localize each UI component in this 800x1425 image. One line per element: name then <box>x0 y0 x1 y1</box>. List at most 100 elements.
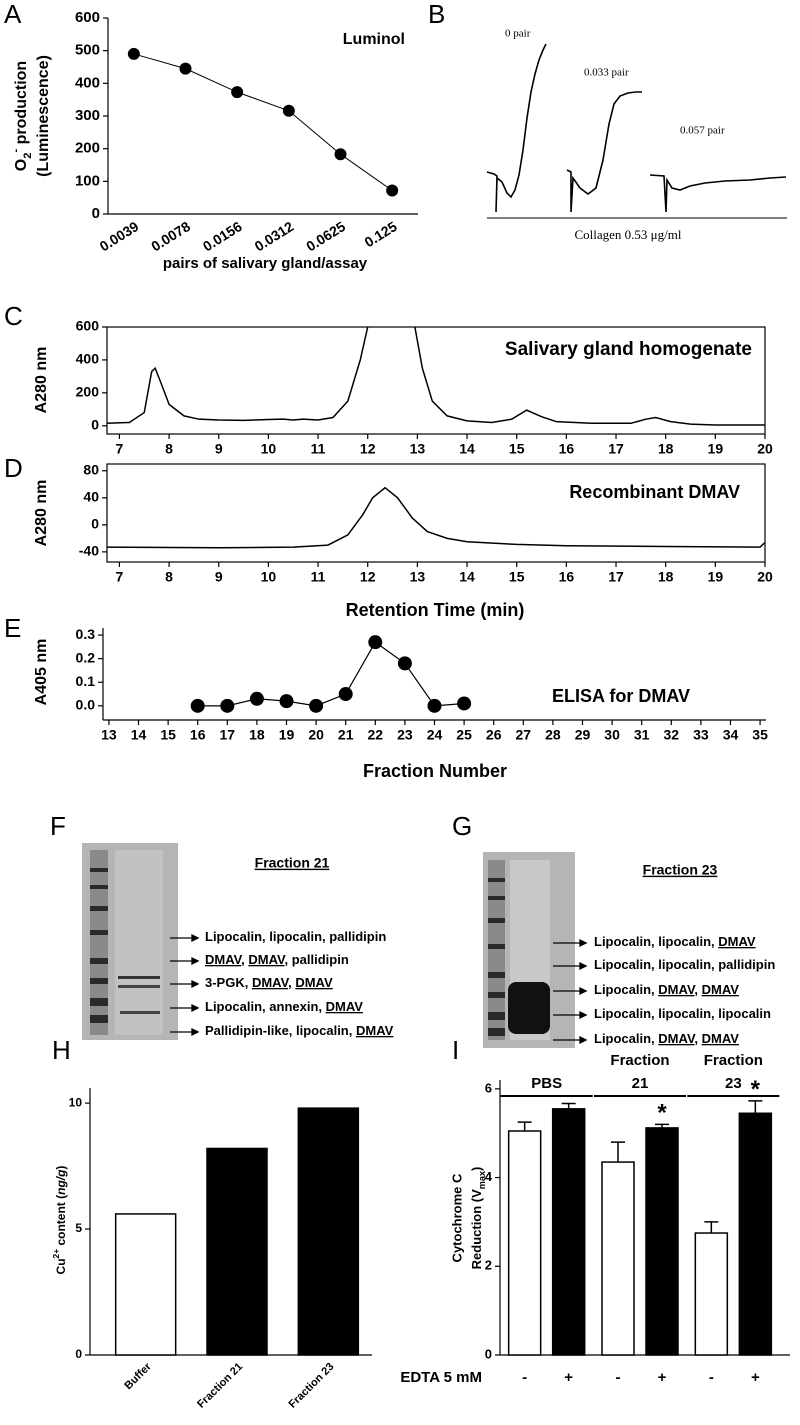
label-part: DMAV <box>248 952 286 967</box>
label-part: 2+ <box>51 1249 61 1259</box>
y-tick-label: 10 <box>69 1095 83 1109</box>
label-part: , <box>694 1031 701 1046</box>
x-tick-label: 12 <box>360 441 376 457</box>
x-tick-label: 14 <box>459 569 475 585</box>
data-point <box>309 698 324 713</box>
label-part: 3-PGK, <box>205 975 252 990</box>
data-point <box>220 698 235 713</box>
x-tick-label: 20 <box>308 727 324 743</box>
panel-label: A <box>4 0 22 29</box>
error-bar <box>517 1121 532 1132</box>
y-axis-label: A280 nm <box>33 480 50 547</box>
x-tick-label: 13 <box>410 441 426 457</box>
x-tick-label: 14 <box>459 441 475 457</box>
x-tick-label: - <box>709 1369 714 1386</box>
x-tick-label: 18 <box>658 569 674 585</box>
label-part: DMAV <box>205 952 243 967</box>
x-tick-label: 26 <box>486 727 502 743</box>
label-part: production <box>13 61 30 149</box>
band-label: Lipocalin, annexin, DMAV <box>205 999 363 1014</box>
label-part: Lipocalin, lipocalin, lipocalin <box>594 1006 771 1021</box>
plot-frame <box>106 463 766 563</box>
significance-mark: * <box>751 1076 761 1103</box>
y-axis-label: O2- production <box>10 61 34 171</box>
panel-label: F <box>50 811 66 841</box>
x-tick-label: 25 <box>456 727 472 743</box>
significance-mark: * <box>657 1100 667 1127</box>
trace-label: 0 pair <box>505 28 531 40</box>
bar <box>551 1108 586 1356</box>
x-tick-label: 0.0078 <box>148 218 193 254</box>
x-tick-label: 20 <box>757 569 773 585</box>
y-tick-label: 100 <box>75 172 100 189</box>
y-tick-label: 0 <box>485 1346 492 1361</box>
data-point <box>282 104 295 117</box>
panel-label: I <box>452 1035 459 1065</box>
data-point <box>231 86 244 99</box>
y-tick-label: 200 <box>75 140 100 157</box>
x-tick-label: 15 <box>160 727 176 743</box>
data-point <box>249 691 264 706</box>
error-bar <box>611 1141 625 1163</box>
trace <box>649 174 787 213</box>
data-point <box>127 47 140 60</box>
x-tick-label: 15 <box>509 569 525 585</box>
group-label: 21 <box>632 1075 649 1092</box>
label-part: DMAV <box>658 982 696 997</box>
x-tick-label: 17 <box>608 569 624 585</box>
y-tick-label: 400 <box>75 74 100 91</box>
gel-image <box>483 852 575 1048</box>
annotation: ELISA for DMAV <box>552 686 690 706</box>
data-line <box>197 641 465 707</box>
bar <box>507 1130 542 1356</box>
label-part: ) <box>54 1166 68 1170</box>
data-point <box>368 635 383 650</box>
y-tick-label: 5 <box>75 1221 82 1235</box>
label-part: Pallidipin-like, lipocalin, <box>205 1023 356 1038</box>
panel-label: G <box>452 811 472 841</box>
x-tick-label: 27 <box>516 727 532 743</box>
panel-label: D <box>4 453 23 483</box>
x-tick-label: 17 <box>608 441 624 457</box>
data-line <box>106 326 765 426</box>
band-label: 3-PGK, DMAV, DMAV <box>205 975 333 990</box>
data-point <box>179 62 192 75</box>
y-axis-label: (Luminescence) <box>35 55 52 177</box>
band-label: Pallidipin-like, lipocalin, DMAV <box>205 1023 394 1038</box>
x-tick-label: + <box>564 1369 573 1386</box>
gel-title: Fraction 23 <box>643 862 718 878</box>
y-tick-label: 40 <box>83 488 99 504</box>
data-point <box>397 656 412 671</box>
annotation: Recombinant DMAV <box>569 482 740 502</box>
label-part: DMAV <box>295 975 333 990</box>
x-tick-label: 20 <box>757 441 773 457</box>
data-point <box>338 687 353 702</box>
label-part: Cu <box>54 1258 68 1274</box>
label-part: DMAV <box>718 934 756 949</box>
x-tick-label: 14 <box>131 727 147 743</box>
y-tick-label: 4 <box>485 1169 493 1184</box>
error-bar <box>655 1123 669 1128</box>
label-part: Lipocalin, annexin, <box>205 999 326 1014</box>
label-part: Lipocalin, <box>594 1031 658 1046</box>
x-tick-label: Fraction 21 <box>195 1361 245 1411</box>
y-tick-label: 0.2 <box>76 649 96 665</box>
x-tick-label: 0.125 <box>362 218 400 250</box>
error-bar <box>748 1100 763 1114</box>
panel-label: E <box>4 613 21 643</box>
label-part: 2 <box>22 153 34 159</box>
trace-label: 0.057 pair <box>680 125 725 137</box>
label-part: content ( <box>54 1195 68 1249</box>
y-tick-label: 400 <box>76 351 100 367</box>
label-part: , <box>288 975 295 990</box>
y-tick-label: 0 <box>91 516 99 532</box>
x-tick-label: 9 <box>215 569 223 585</box>
x-tick-label: 0.0625 <box>303 218 348 254</box>
trace-label: 0.033 pair <box>584 67 629 79</box>
x-tick-label: 16 <box>559 441 575 457</box>
x-tick-label: 33 <box>693 727 709 743</box>
band-label: Lipocalin, lipocalin, pallidipin <box>205 929 386 944</box>
error-bar <box>561 1102 576 1109</box>
label-part: , pallidipin <box>284 952 348 967</box>
